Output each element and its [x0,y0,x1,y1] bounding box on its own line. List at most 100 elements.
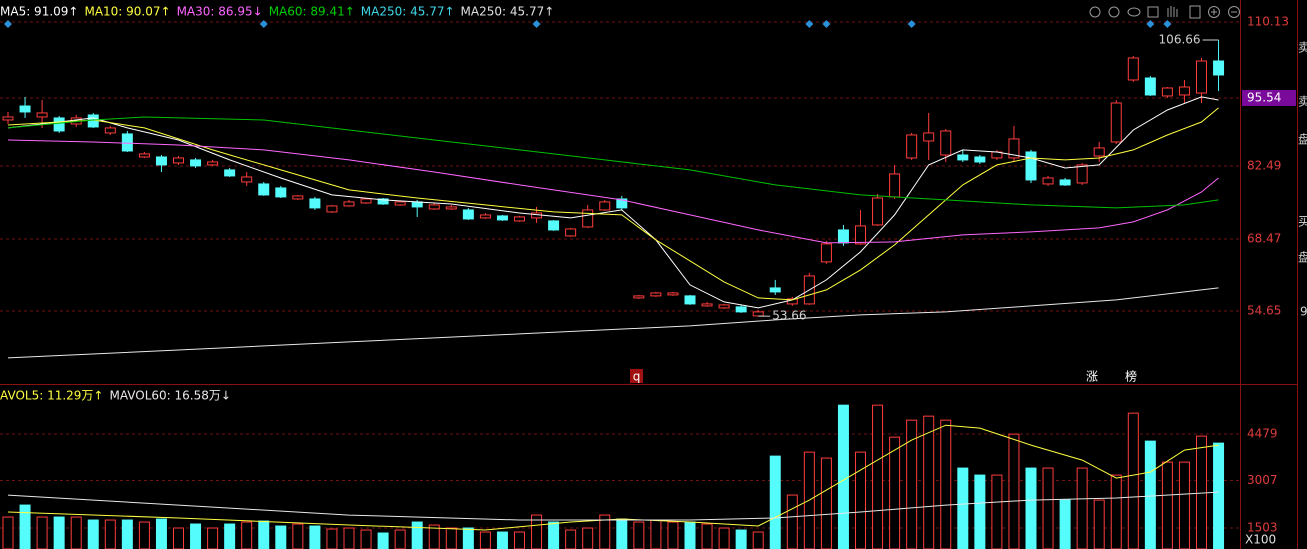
candle-body [479,214,491,219]
candle-body [104,127,116,134]
zoom-out-icon[interactable] [1228,6,1240,18]
volume-bar [701,523,713,549]
volume-bar [394,529,406,549]
sidebar-text: 盘 [1298,132,1307,147]
event-marker [532,20,541,28]
volume-bar [735,529,747,549]
candle-body [496,215,508,221]
candle-body [2,116,14,121]
candle-body [889,173,901,198]
volume-bar [855,451,866,549]
candle-body [684,295,696,305]
legend-entry: AVOL5: 11.29万↑ [0,389,103,403]
candle-body [309,198,321,209]
candle-body [53,117,65,132]
candle-body [1127,57,1139,81]
y-tick-label: 3007 [1247,473,1278,487]
settings-icon[interactable] [1089,6,1101,18]
candle-body [19,105,31,113]
volume-bar [462,527,474,549]
zoom-in-icon[interactable] [1208,6,1220,18]
sidebar-text: 9 [1300,305,1307,319]
candle-body [718,304,730,309]
volume-bar [786,494,798,549]
ma-line [7,491,1219,521]
current-price-box [1242,89,1296,106]
volume-bar [872,404,884,549]
candle-body [1144,77,1156,96]
candle-body [752,311,764,317]
volume-bar [599,514,611,549]
candle-body [906,134,918,159]
hand-icon[interactable] [1167,6,1178,17]
candle-body [155,156,167,166]
volume-bar [1076,467,1088,549]
candle-body [548,220,560,231]
volume-bar [837,404,849,549]
legend-entry: MA250: 45.77↑ [461,5,555,19]
high-label: 106.66 [1159,33,1201,47]
low-label: 53.66 [772,309,806,323]
volume-bar [1042,467,1054,549]
candle-body [650,292,662,297]
volume-bar [684,521,696,549]
candle-body [769,287,781,293]
volume-bar [224,523,236,549]
volume-bar [496,531,508,549]
candle-body [855,225,866,245]
volume-bar [87,519,99,549]
volume-bar [411,521,423,549]
candle-body [360,198,372,204]
volume-bar [582,527,594,549]
candle-body [36,112,48,118]
y-tick-label: 1503 [1247,521,1278,535]
volume-bar [190,523,202,549]
volume-bar [360,529,372,549]
candle-body [1178,86,1190,96]
volume-bar [957,467,969,549]
candle-body [1161,87,1173,97]
flag-box [630,369,643,383]
volume-bar [53,516,65,549]
candle-body [582,209,594,228]
sidebar: 卖 卖 盘 买 盘 9 [1298,41,1307,319]
volume-bar [514,531,525,549]
zoom-in-plus [1211,9,1217,15]
candle-body [1008,138,1020,159]
view-icon[interactable] [1127,7,1141,17]
ma-line [7,424,1219,531]
candle-body [514,216,525,222]
candle-body [974,156,986,163]
candle-body [616,198,628,209]
candle-body [940,130,952,156]
ma-line [7,107,1219,301]
candle-body [1213,60,1225,76]
candle-body [923,132,935,142]
volume-bar [889,436,901,549]
volume-bar [377,532,389,549]
volume-bar [820,457,832,549]
gift-icon[interactable] [1147,6,1159,18]
volume-bar [974,474,986,549]
candle-body [667,292,679,296]
y-tick-label: 54.65 [1247,304,1281,318]
volume-bar [326,528,338,549]
volume-bar [718,527,730,549]
flag-label: q [633,370,641,384]
ma-line [7,96,1219,309]
volume-bar [923,415,935,549]
lock-icon[interactable] [1189,5,1201,19]
legend-entry: MAVOL60: 16.58万↓ [109,389,230,403]
volume-bar [70,516,82,549]
unit-label: X100 [1245,533,1276,547]
current-price-label: 95.54 [1247,90,1281,104]
volume-bar [1008,433,1020,549]
candle-body [1025,151,1037,181]
candle-body [224,169,236,177]
filter-icon[interactable] [1108,6,1120,18]
candle-body [411,201,423,208]
candle-body [565,228,577,237]
flag-label: 榜 [1125,369,1137,384]
event-marker [1146,20,1155,28]
